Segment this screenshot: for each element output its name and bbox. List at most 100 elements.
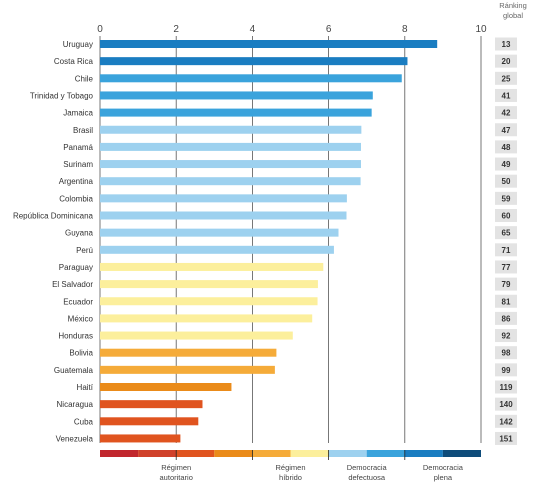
rank-box [495, 226, 517, 240]
legend-swatch [100, 450, 139, 457]
country-label: Bolivia [69, 349, 93, 358]
rank-value: 140 [499, 400, 513, 409]
rank-box [495, 88, 517, 102]
rank-box [495, 209, 517, 222]
rank-header: global [503, 11, 523, 20]
bar [100, 108, 372, 117]
bar [100, 417, 199, 426]
legend-label: defectuosa [348, 473, 386, 482]
country-label: Costa Rica [54, 57, 94, 66]
bar [100, 400, 203, 409]
bar [100, 177, 361, 186]
rank-box [495, 106, 517, 120]
bar [100, 314, 313, 323]
legend-label: Democracia [423, 463, 464, 472]
country-label: Cuba [74, 417, 94, 426]
rank-box [495, 71, 517, 85]
bar [100, 40, 438, 48]
bar [100, 194, 347, 203]
rank-value: 49 [502, 160, 511, 169]
gridlines [99, 36, 482, 443]
rank-value: 98 [502, 349, 511, 358]
rank-value: 71 [502, 246, 511, 255]
country-label: Colombia [59, 194, 93, 203]
rank-box [495, 174, 517, 188]
rank-box [495, 311, 517, 325]
legend-label: Democracia [347, 463, 388, 472]
rank-value: 142 [499, 417, 513, 426]
rank-value: 60 [502, 212, 511, 221]
rank-box [495, 140, 517, 154]
rank-box [495, 414, 517, 428]
rank-value: 50 [502, 177, 511, 186]
legend-label: plena [434, 473, 453, 482]
legend-label: Régimen [275, 463, 305, 472]
bar [100, 211, 347, 220]
legend-swatch [176, 450, 215, 457]
country-label: Nicaragua [57, 400, 94, 409]
bar [100, 383, 232, 391]
bar [100, 297, 318, 306]
rank-box [495, 431, 517, 445]
rank-value: 151 [499, 434, 513, 443]
rank-value: 77 [502, 263, 511, 272]
bar [100, 245, 334, 254]
bar [100, 262, 324, 271]
country-label: Jamaica [63, 109, 93, 118]
x-tick-label: 6 [326, 24, 332, 35]
rank-value: 92 [502, 332, 511, 341]
bar [100, 280, 318, 289]
bar [100, 57, 408, 66]
bar [100, 348, 277, 357]
x-tick-label: 2 [173, 24, 179, 35]
rank-value: 13 [502, 40, 511, 49]
rank-value: 59 [502, 194, 511, 203]
legend-swatch [138, 450, 177, 457]
legend-swatch [404, 450, 443, 457]
country-label: República Dominicana [13, 212, 94, 221]
country-label: Ecuador [63, 297, 93, 306]
bar [100, 125, 362, 134]
rank-box [495, 123, 517, 137]
rank-value: 47 [502, 126, 511, 135]
country-label: Guyana [65, 229, 94, 238]
rank-value: 20 [502, 57, 511, 66]
country-label: El Salvador [52, 280, 93, 289]
rank-box [495, 294, 517, 308]
x-tick-label: 0 [97, 24, 103, 35]
rank-box [495, 277, 517, 291]
legend-swatch [290, 450, 329, 457]
rank-value: 119 [500, 383, 513, 392]
rank-value: 65 [502, 229, 511, 238]
legend: RégimenautoritarioRégimenhíbridoDemocrac… [100, 450, 481, 482]
country-label: Paraguay [59, 263, 93, 272]
country-label: Brasil [73, 126, 93, 135]
country-labels: Uruguay Costa Rica Chile Trinidad y Tobago J… [13, 40, 94, 443]
rank-value: 25 [502, 74, 511, 83]
legend-swatch [214, 450, 253, 457]
country-label: Honduras [58, 332, 93, 341]
bar [100, 91, 373, 100]
x-tick-label: 4 [250, 24, 256, 35]
rank-value: 41 [502, 91, 511, 100]
bar [100, 74, 402, 83]
rank-box [495, 37, 517, 51]
legend-swatch [442, 450, 481, 457]
rank-box [495, 346, 517, 360]
country-label: Chile [75, 74, 94, 83]
country-label: Argentina [59, 177, 94, 186]
rank-value: 81 [502, 297, 511, 306]
bar [100, 160, 361, 169]
rank-box [495, 397, 517, 411]
x-tick-label: 8 [402, 24, 408, 35]
rank-box [495, 157, 517, 171]
rank-box [495, 260, 517, 274]
country-label: Surinam [63, 160, 93, 169]
bar [100, 142, 361, 151]
rank-header: Ránking [499, 1, 527, 10]
bar [100, 228, 339, 237]
rank-value: 79 [502, 280, 511, 289]
rank-value: 48 [502, 143, 511, 152]
rank-box [495, 329, 517, 343]
